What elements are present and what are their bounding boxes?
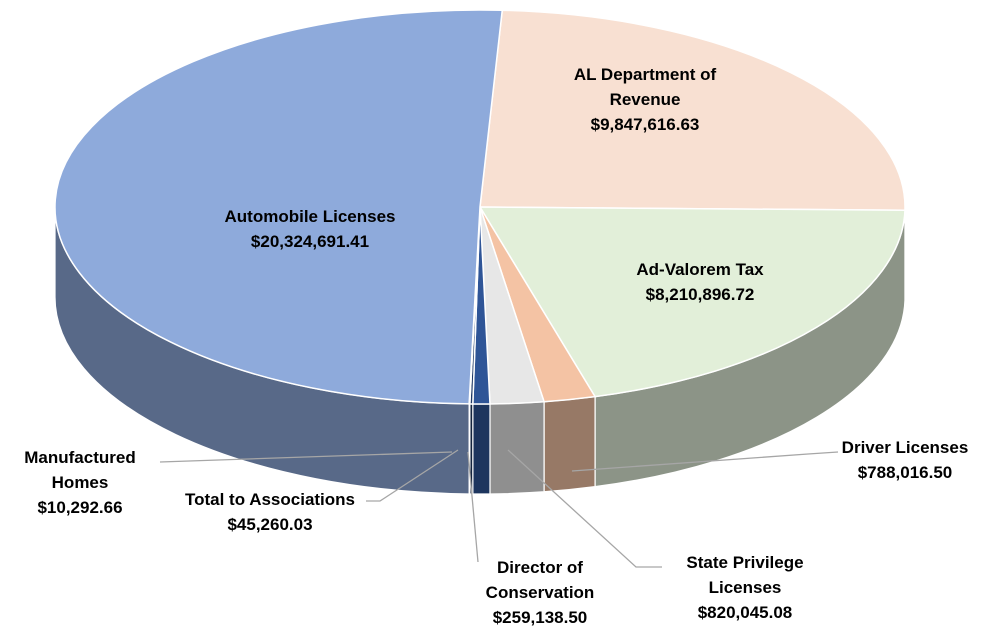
category-label: Manufactured Homes [24,448,136,492]
data-label: Automobile Licenses $20,324,691.41 [170,204,450,254]
value-label: $259,138.50 [492,608,588,627]
data-label: Director of Conservation $259,138.50 [465,555,615,630]
value-label: $820,045.08 [697,603,793,622]
leader-line [366,449,459,502]
pie-tops [54,9,906,405]
leader-lines [159,449,839,568]
leader-line [571,451,839,472]
category-label: State Privilege Licenses [686,553,804,597]
category-label: Total to Associations [184,490,356,509]
data-label: State Privilege Licenses $820,045.08 [660,550,830,625]
category-label: Ad-Valorem Tax [636,260,764,279]
data-label: Manufactured Homes $10,292.66 [5,445,155,520]
slice-side [543,395,596,493]
leader-line [507,449,662,568]
value-label: $788,016.50 [857,463,953,482]
category-label: AL Department of Revenue [573,65,717,109]
value-label: $8,210,896.72 [645,285,755,304]
category-label: Automobile Licenses [224,207,396,226]
category-label: Director of Conservation [485,558,595,602]
data-label: AL Department of Revenue $9,847,616.63 [545,62,745,137]
slice-side [489,401,545,495]
category-label: Driver Licenses [841,438,969,457]
data-label: Ad-Valorem Tax $8,210,896.72 [590,257,810,307]
slice [478,206,906,398]
leader-line [159,451,453,463]
value-label: $10,292.66 [37,498,123,517]
data-label: Driver Licenses $788,016.50 [815,435,995,485]
slice-side [472,403,491,495]
slice [54,9,504,405]
leader-line [467,451,479,563]
data-label: Total to Associations $45,260.03 [135,487,405,537]
value-label: $9,847,616.63 [590,115,700,134]
slice [479,9,906,212]
value-label: $45,260.03 [227,515,313,534]
value-label: $20,324,691.41 [250,232,370,251]
